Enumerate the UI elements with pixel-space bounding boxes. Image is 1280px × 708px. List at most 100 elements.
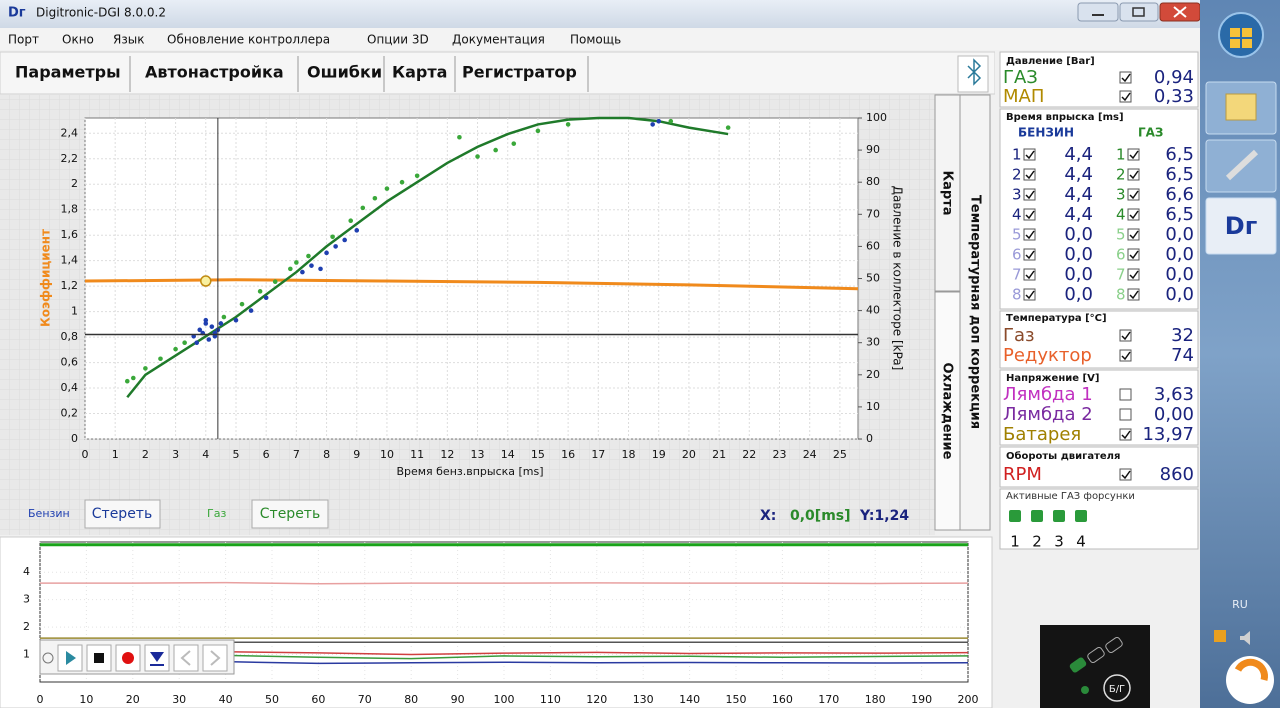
menu-item[interactable]: Помощь bbox=[570, 33, 621, 47]
checkmark bbox=[1129, 190, 1139, 200]
device-label: Б/Г bbox=[1109, 684, 1125, 695]
injector-number: 1 bbox=[1012, 146, 1022, 164]
device-switch[interactable] bbox=[1040, 625, 1150, 708]
x-tick-label: 70 bbox=[358, 693, 372, 706]
checkbox[interactable] bbox=[1127, 168, 1140, 181]
checkmark bbox=[1129, 230, 1139, 240]
button-label: Стереть bbox=[92, 506, 152, 522]
gas-time: 0,0 bbox=[1165, 224, 1194, 245]
tab[interactable]: Автонастройка bbox=[145, 63, 284, 82]
row-value: 0,94 bbox=[1154, 67, 1194, 88]
scatter-point bbox=[372, 195, 378, 201]
tab[interactable]: Ошибки bbox=[307, 63, 382, 82]
scatter-point bbox=[209, 324, 215, 329]
side-tab[interactable] bbox=[959, 94, 991, 531]
injector-number: 6 bbox=[1012, 246, 1022, 264]
injector-number: 2 bbox=[1012, 166, 1022, 184]
checkbox[interactable] bbox=[1023, 228, 1036, 241]
y-tick-label: 2,2 bbox=[61, 152, 79, 165]
app-button[interactable] bbox=[1205, 197, 1277, 255]
row-label: Батарея bbox=[1003, 424, 1081, 445]
x-tick-label: 16 bbox=[561, 448, 575, 461]
checkbox[interactable] bbox=[1023, 168, 1036, 181]
menu-item[interactable]: Язык bbox=[113, 33, 144, 47]
checkbox[interactable] bbox=[1127, 188, 1140, 201]
menu-item[interactable]: Порт bbox=[8, 33, 39, 47]
checkbox[interactable] bbox=[1023, 208, 1036, 221]
tray-icon[interactable] bbox=[1214, 630, 1226, 642]
checkbox[interactable] bbox=[1127, 148, 1140, 161]
forward-button[interactable] bbox=[202, 644, 228, 672]
scatter-point bbox=[124, 378, 130, 384]
start-button[interactable] bbox=[1218, 12, 1264, 58]
section-title: Время впрыска [ms] bbox=[1006, 112, 1124, 123]
x-tick-label: 40 bbox=[219, 693, 233, 706]
scatter-point bbox=[173, 346, 178, 352]
checkbox[interactable] bbox=[1119, 90, 1132, 103]
checkbox[interactable] bbox=[1023, 248, 1036, 261]
checkbox[interactable] bbox=[1023, 188, 1036, 201]
menu-item[interactable]: Опции 3D bbox=[367, 33, 429, 47]
loop-button[interactable] bbox=[42, 652, 54, 664]
checkbox[interactable] bbox=[1119, 329, 1132, 342]
side-tab-label[interactable]: Охлаждение bbox=[940, 363, 955, 460]
cursor-marker[interactable] bbox=[200, 275, 212, 287]
checkbox[interactable] bbox=[1119, 388, 1132, 401]
checkbox[interactable] bbox=[1127, 268, 1140, 281]
x-tick-label: 13 bbox=[471, 448, 485, 461]
checkbox[interactable] bbox=[1127, 228, 1140, 241]
row-value: 13,97 bbox=[1142, 424, 1194, 445]
checkbox[interactable] bbox=[1119, 428, 1132, 441]
y2-tick-label: 100 bbox=[866, 111, 887, 124]
section-title: Давление [Bar] bbox=[1006, 56, 1095, 67]
checkbox[interactable] bbox=[1023, 268, 1036, 281]
window-buttons bbox=[1077, 2, 1201, 22]
injector-number: 2 bbox=[1116, 166, 1126, 184]
row-label: ГАЗ bbox=[1003, 67, 1038, 88]
x-tick-label: 30 bbox=[172, 693, 186, 706]
checkbox[interactable] bbox=[1119, 408, 1132, 421]
x-tick-label: 14 bbox=[501, 448, 515, 461]
injector-number: 5 bbox=[1116, 226, 1126, 244]
section-title: Напряжение [V] bbox=[1006, 373, 1099, 384]
side-tab-label[interactable]: Карта bbox=[940, 170, 955, 215]
tab[interactable]: Карта bbox=[392, 63, 447, 82]
petrol-time: 4,4 bbox=[1064, 144, 1093, 165]
tab[interactable]: Параметры bbox=[15, 63, 121, 82]
checkbox[interactable] bbox=[1119, 349, 1132, 362]
minimize-button[interactable] bbox=[1077, 2, 1119, 22]
tab[interactable]: Регистратор bbox=[462, 63, 577, 82]
checkbox[interactable] bbox=[1127, 288, 1140, 301]
restore-button[interactable] bbox=[1119, 2, 1159, 22]
x-tick-label: 21 bbox=[712, 448, 726, 461]
checkbox[interactable] bbox=[1119, 468, 1132, 481]
checkbox[interactable] bbox=[1023, 148, 1036, 161]
checkbox[interactable] bbox=[1127, 208, 1140, 221]
y2-tick-label: 20 bbox=[866, 368, 880, 381]
clear-gas-button[interactable] bbox=[251, 499, 329, 529]
clear-petrol-button[interactable] bbox=[84, 499, 161, 529]
side-tab[interactable] bbox=[934, 291, 961, 531]
row-label: RPM bbox=[1003, 464, 1042, 485]
x-tick-label: 23 bbox=[772, 448, 786, 461]
volume-icon[interactable] bbox=[1240, 631, 1250, 645]
back-button[interactable] bbox=[173, 644, 199, 672]
x-tick-label: 12 bbox=[440, 448, 454, 461]
injector-number: 5 bbox=[1012, 226, 1022, 244]
play-button[interactable] bbox=[57, 644, 83, 672]
checkbox[interactable] bbox=[1023, 288, 1036, 301]
menu-item[interactable]: Окно bbox=[62, 33, 94, 47]
checkbox[interactable] bbox=[1119, 71, 1132, 84]
side-tab-label[interactable]: Температурная доп коррекция bbox=[968, 195, 983, 429]
monitor-line bbox=[40, 581, 969, 585]
menu-item[interactable]: Обновление контроллера bbox=[167, 33, 330, 47]
scatter-point bbox=[725, 125, 731, 130]
x-tick-label: 8 bbox=[323, 448, 330, 461]
menu-bar bbox=[0, 28, 1200, 50]
language: RU bbox=[1232, 598, 1248, 611]
checkbox[interactable] bbox=[1127, 248, 1140, 261]
menu-item[interactable]: Документация bbox=[452, 33, 545, 47]
gas-time: 6,5 bbox=[1165, 204, 1194, 225]
scatter-point bbox=[511, 141, 517, 146]
